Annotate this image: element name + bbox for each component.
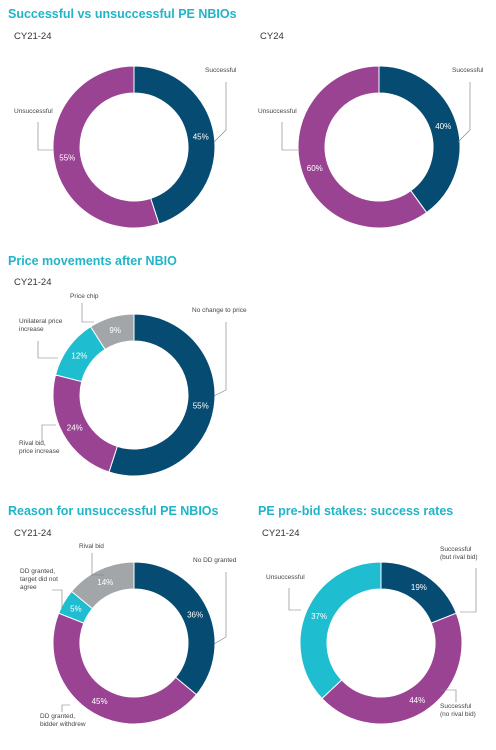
slice-category-label: Unsuccessful	[258, 108, 297, 115]
donut-slice-no-dd-granted	[133, 561, 216, 696]
donut-slice-rival-bid-price-increase	[52, 374, 118, 473]
leader-line	[440, 689, 457, 702]
leader-line	[41, 424, 56, 442]
donut-slice-dd-granted-target-did-not-agree	[58, 590, 94, 624]
price-movements-title: Price movements after NBIO	[8, 254, 177, 268]
donut-slice-dd-granted-bidder-withdrew	[52, 612, 198, 725]
leader-line	[288, 588, 301, 611]
slice-percent-label: 5%	[70, 605, 82, 614]
donut-slice-unsuccessful	[297, 65, 428, 229]
slice-percent-label: 24%	[67, 424, 83, 433]
donut-slice-successful-but-rival-bid	[380, 561, 457, 624]
slice-category-label: Successful (but rival bid)	[440, 546, 478, 561]
slice-category-label: Unilateral price increase	[19, 318, 63, 333]
slice-percent-label: 9%	[109, 326, 121, 335]
chart3-subtitle: CY21-24	[14, 277, 52, 288]
slice-category-label: Price chip	[70, 293, 99, 300]
leader-line	[213, 572, 227, 645]
chart2-subtitle: CY24	[260, 31, 284, 42]
slice-percent-label: 37%	[311, 612, 327, 621]
slice-percent-label: 14%	[97, 578, 113, 587]
slice-category-label: Unsuccessful	[266, 574, 305, 581]
slice-category-label: No DD granted	[193, 557, 237, 564]
slice-percent-label: 12%	[71, 351, 87, 360]
slice-category-label: Unsuccessful	[14, 108, 53, 115]
slice-category-label: Rival bid, price increase	[19, 440, 60, 455]
slice-percent-label: 19%	[411, 583, 427, 592]
slice-percent-label: 44%	[409, 696, 425, 705]
leader-line	[91, 553, 104, 576]
slice-percent-label: 40%	[435, 122, 451, 131]
chart5-subtitle: CY21-24	[262, 528, 300, 539]
slice-category-label: Successful	[205, 67, 237, 74]
donut-slice-successful-no-rival-bid	[321, 612, 463, 725]
slice-percent-label: 45%	[193, 132, 209, 141]
slice-percent-label: 60%	[307, 164, 323, 173]
slice-category-label: Rival bid	[79, 543, 104, 550]
leader-line	[52, 589, 63, 608]
leader-line	[81, 303, 94, 323]
slice-category-label: Successful (no rival bid)	[440, 703, 476, 718]
leader-line	[61, 704, 70, 712]
main-title: Successful vs unsuccessful PE NBIOs	[8, 7, 237, 21]
donut-slice-unsuccessful	[299, 561, 382, 700]
slice-category-label: DD granted, target did not agree	[20, 568, 58, 591]
leader-line	[213, 82, 227, 143]
slice-percent-label: 55%	[59, 154, 75, 163]
pre-bid-stakes-title: PE pre-bid stakes: success rates	[258, 504, 454, 518]
donut-slice-unsuccessful	[52, 65, 160, 229]
reason-unsuccessful-title: Reason for unsuccessful PE NBIOs	[8, 504, 219, 518]
leader-line	[37, 341, 58, 359]
slice-percent-label: 45%	[92, 697, 108, 706]
slice-percent-label: 55%	[193, 402, 209, 411]
slice-category-label: No change to price	[192, 307, 247, 314]
donut-slice-no-change-to-price	[108, 313, 216, 477]
leader-line	[37, 122, 54, 151]
donut-slice-rival-bid	[70, 561, 135, 610]
leader-line	[213, 322, 227, 397]
chart4-subtitle: CY21-24	[14, 528, 52, 539]
slice-percent-label: 36%	[187, 610, 203, 619]
donut-slice-successful	[378, 65, 461, 214]
donut-slice-successful	[133, 65, 216, 225]
slice-category-label: DD granted, bidder withdrew	[40, 713, 86, 728]
leader-line	[460, 568, 477, 613]
donut-slice-price-chip	[89, 313, 135, 351]
leader-line	[457, 82, 471, 143]
donut-slice-unilateral-price-increase	[54, 325, 106, 383]
leader-line	[281, 122, 298, 151]
slice-category-label: Successful	[452, 67, 484, 74]
chart1-subtitle: CY21-24	[14, 31, 52, 42]
